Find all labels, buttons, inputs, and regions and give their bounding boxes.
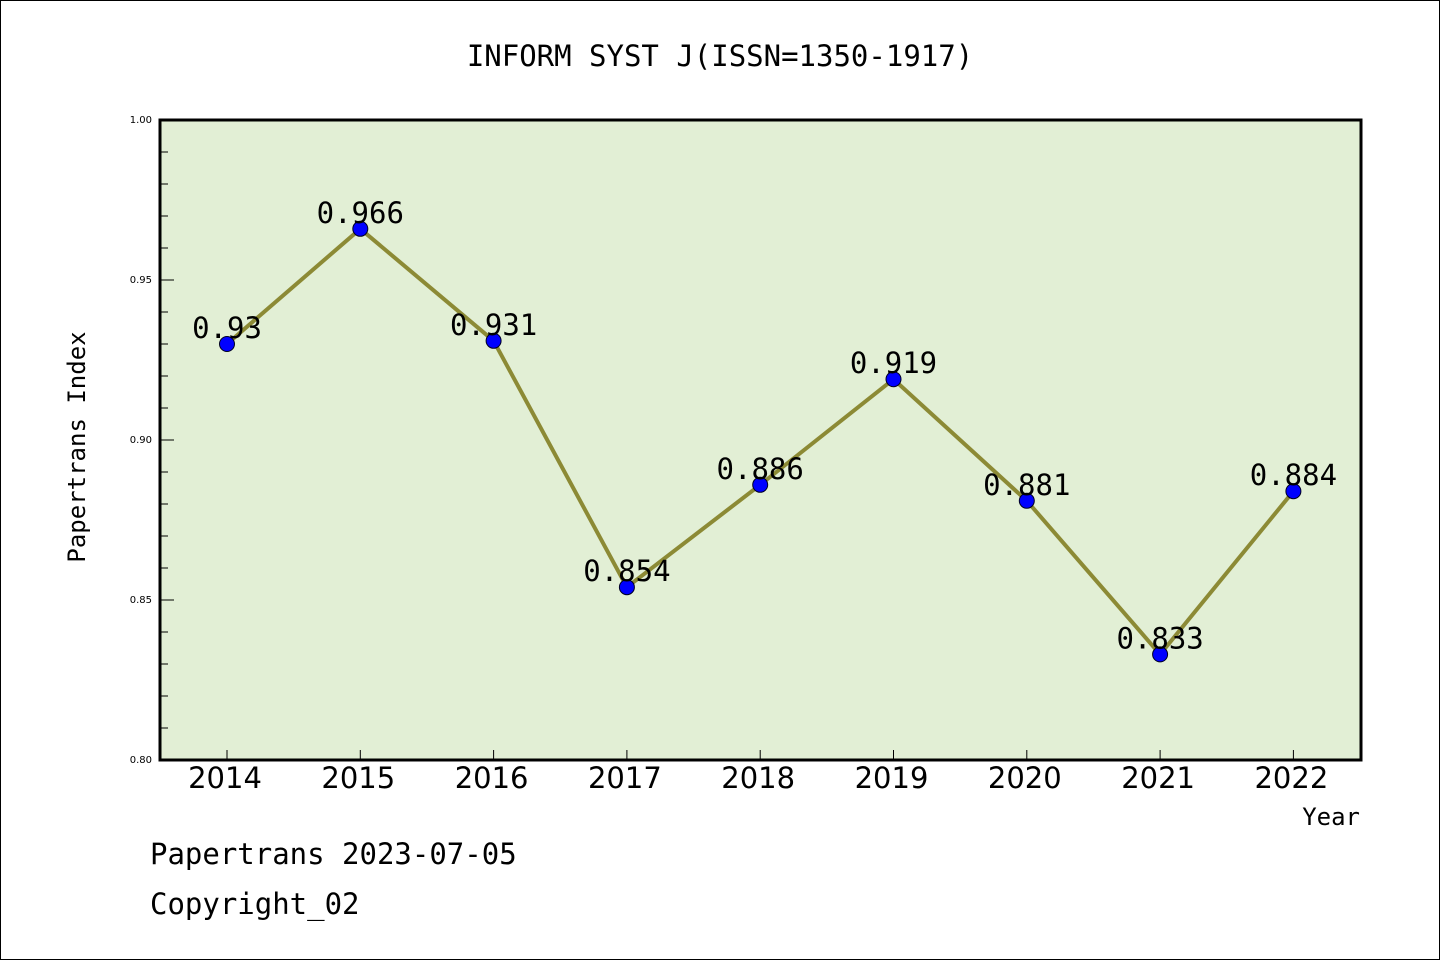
- data-label: 0.854: [583, 554, 670, 588]
- data-label: 0.93: [192, 311, 262, 345]
- data-point: [1285, 483, 1302, 500]
- data-point: [352, 220, 369, 237]
- data-point: [885, 371, 902, 388]
- data-markers: [219, 220, 1302, 663]
- data-label: 0.931: [450, 308, 537, 342]
- footer-copyright: Copyright_02: [150, 887, 360, 922]
- data-label: 0.886: [717, 452, 804, 486]
- x-tick-label: 2020: [988, 761, 1062, 795]
- x-tick-label: 2018: [721, 761, 795, 795]
- data-label: 0.884: [1250, 458, 1337, 492]
- y-tick-label: 0.80: [130, 755, 152, 766]
- y-tick-label: 0.85: [130, 595, 152, 606]
- y-tick-label: 1.00: [130, 115, 152, 126]
- x-axis: 2014 2015 2016 2017 2018 2019 2020 2021 2022: [188, 750, 1328, 795]
- data-label: 0.833: [1116, 621, 1203, 655]
- y-tick-label: 0.90: [130, 435, 152, 446]
- data-labels: 0.93 0.966 0.931 0.854 0.886 0.919 0.881 0.833 0…: [192, 196, 1337, 656]
- data-point: [752, 476, 769, 493]
- data-point: [485, 332, 502, 349]
- x-tick-label: 2015: [321, 761, 395, 795]
- data-label: 0.881: [983, 468, 1070, 502]
- x-axis-label: Year: [1302, 803, 1360, 831]
- data-point: [1018, 492, 1035, 509]
- footer-date: Papertrans 2023-07-05: [150, 837, 517, 871]
- data-point: [219, 336, 235, 352]
- data-label: 0.966: [317, 196, 404, 230]
- y-tick-label: 0.95: [130, 275, 152, 286]
- plot-border: [158, 118, 1363, 762]
- x-tick-label: 2014: [188, 761, 262, 795]
- x-tick-label: 2016: [455, 761, 529, 795]
- x-tick-label: 2022: [1254, 761, 1328, 795]
- x-tick-label: 2021: [1121, 761, 1195, 795]
- data-point: [618, 579, 635, 596]
- y-axis-label: Papertrans Index: [63, 331, 91, 562]
- x-tick-label: 2017: [588, 761, 662, 795]
- x-tick-label: 2019: [855, 761, 929, 795]
- data-label: 0.919: [850, 346, 937, 380]
- chart-title: INFORM SYST J(ISSN=1350-1917): [467, 39, 973, 73]
- data-point: [1152, 646, 1169, 663]
